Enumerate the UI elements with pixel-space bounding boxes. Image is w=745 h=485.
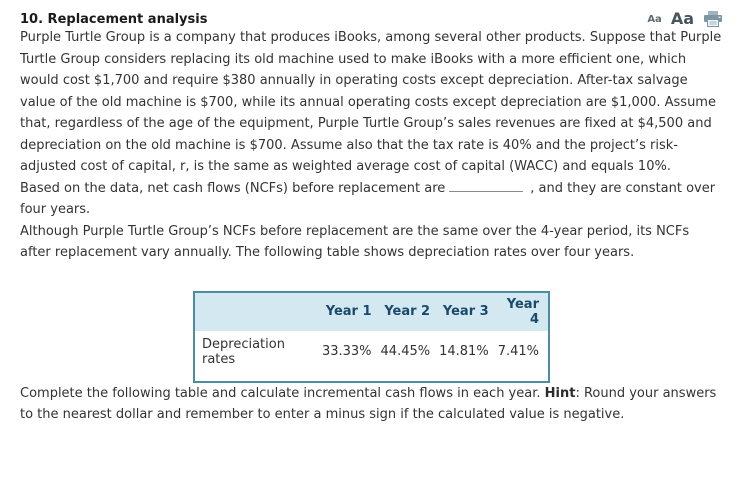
table-header-year2: Year 2 — [380, 292, 440, 333]
table-header-year1: Year 1 — [321, 292, 381, 333]
table-cell-year4: 7.41% — [497, 344, 539, 359]
closing-pre: Complete the following table and calcula… — [20, 385, 545, 401]
text-size-large-button[interactable]: Aa — [670, 9, 694, 28]
table-header-year3: Year 3 — [439, 292, 498, 333]
table-row-depreciation-rates: Depreciation rates 33.33% 44.45% 14.81% … — [195, 332, 548, 371]
table-header-year4: Year 4 — [497, 292, 548, 333]
table-cell-year2: 44.45% — [380, 344, 431, 359]
answer-blank[interactable] — [449, 178, 524, 192]
printer-icon — [704, 11, 722, 27]
page-title: 10. Replacement analysis — [20, 12, 208, 27]
table-cell-year1: 33.33% — [321, 344, 372, 359]
question-after: , and they are constant over four years. — [20, 180, 716, 218]
row-label: Depreciation rates — [202, 336, 285, 367]
header: 10. Replacement analysis Aa Aa — [20, 10, 723, 27]
table-corner-cell — [195, 292, 322, 333]
question-text: Based on the data, net cash flows (NCFs)… — [20, 178, 723, 221]
question-page: 10. Replacement analysis Aa Aa Purple Tu… — [20, 10, 723, 426]
depreciation-table: Year 1 Year 2 Year 3 Year 4 Depreciation… — [193, 290, 550, 383]
closing-paragraph: Complete the following table and calcula… — [20, 383, 723, 426]
intro-paragraph: Purple Turtle Group is a company that pr… — [20, 30, 722, 174]
hint-label: Hint — [544, 385, 576, 401]
text-size-small-button[interactable]: Aa — [647, 14, 662, 25]
table-header-row: Year 1 Year 2 Year 3 Year 4 — [195, 292, 548, 333]
print-button[interactable] — [703, 11, 723, 27]
table-cell-year3: 14.81% — [439, 344, 489, 359]
display-controls: Aa Aa — [647, 10, 723, 27]
question-before: Based on the data, net cash flows (NCFs)… — [20, 180, 446, 196]
table-intro-paragraph: Although Purple Turtle Group’s NCFs befo… — [20, 223, 690, 261]
closing-post: : Round your answers to the nearest doll… — [20, 385, 717, 423]
